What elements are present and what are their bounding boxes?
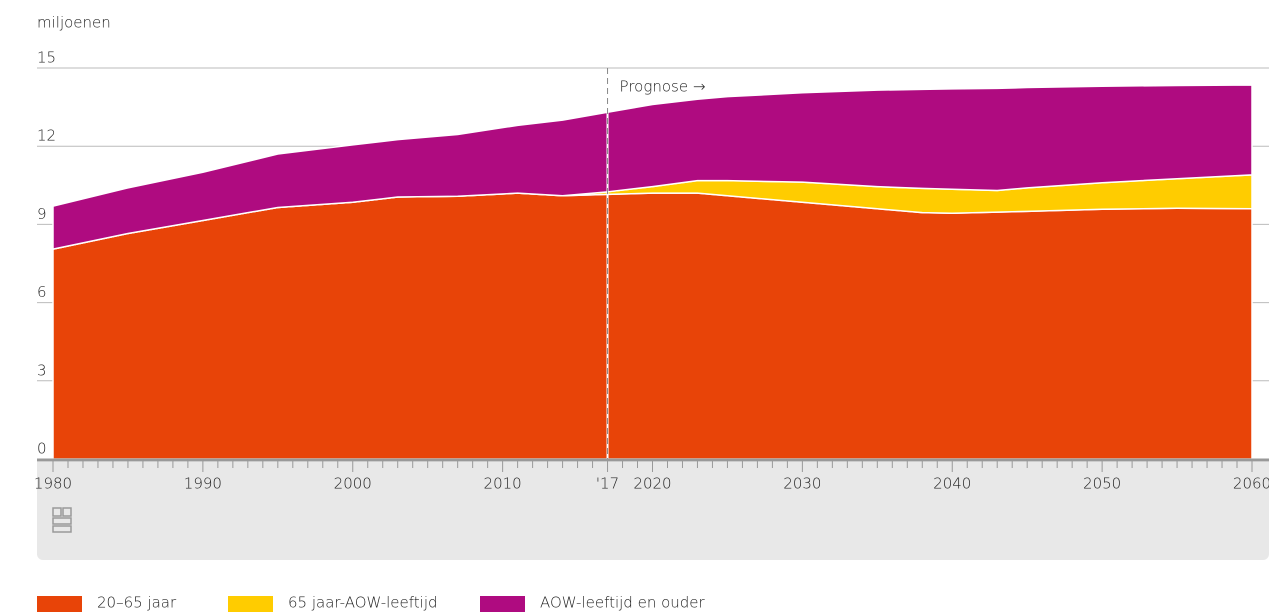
- y-tick-label: 6: [37, 283, 47, 301]
- y-tick-label: 15: [37, 49, 56, 67]
- legend-label: 20–65 jaar: [97, 594, 177, 612]
- x-tick-label: 1980: [34, 475, 72, 493]
- x-tick-label: 1990: [184, 475, 222, 493]
- x-tick-label: 2060: [1233, 475, 1269, 493]
- y-tick-label: 12: [37, 127, 56, 145]
- y-tick-label: 0: [37, 440, 47, 458]
- y-tick-label: 3: [37, 361, 47, 379]
- area: [52, 192, 1253, 460]
- logo: [52, 507, 72, 533]
- x-tick-label: 2040: [933, 475, 971, 493]
- legend-swatch: [37, 596, 82, 612]
- x-tick-label: 2000: [334, 475, 372, 493]
- y-label: miljoenen: [37, 14, 111, 32]
- x-tick-label: 2010: [484, 475, 522, 493]
- annotation: Prognose →: [620, 78, 706, 96]
- x-tick-label: 2050: [1083, 475, 1121, 493]
- legend-label: 65 jaar-AOW-leeftijd: [288, 594, 438, 612]
- axis-band: [37, 462, 1269, 560]
- area: [52, 84, 1253, 250]
- x-tick-label: '17: [596, 475, 619, 493]
- legend-label: AOW-leeftijd en ouder: [540, 594, 706, 612]
- y-tick-label: 9: [37, 205, 47, 223]
- legend-swatch: [480, 596, 525, 612]
- x-tick-label: 2030: [783, 475, 821, 493]
- x-tick-label: 2020: [633, 475, 671, 493]
- legend-swatch: [228, 596, 273, 612]
